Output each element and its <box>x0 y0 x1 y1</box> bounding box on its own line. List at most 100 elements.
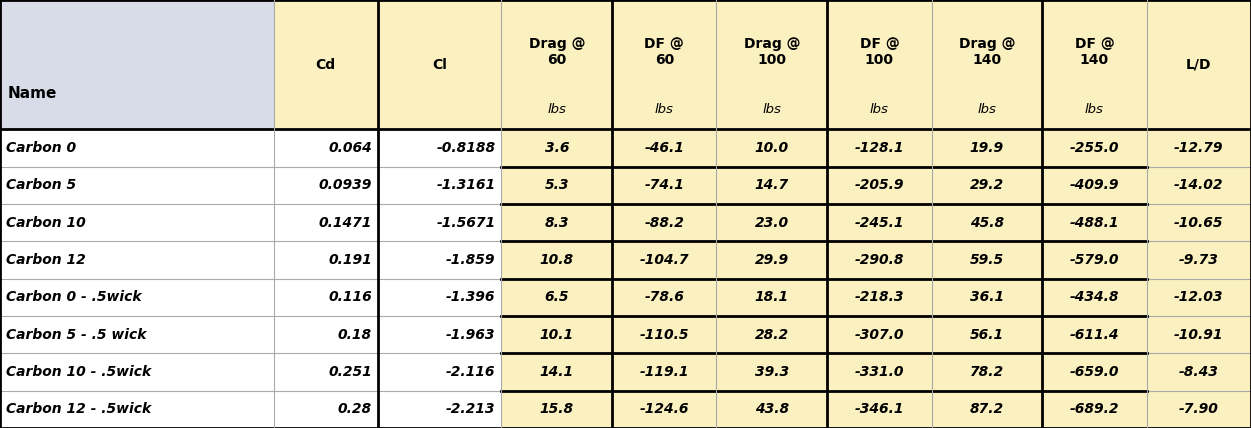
Bar <box>1042 129 1147 166</box>
Text: -659.0: -659.0 <box>1070 365 1120 379</box>
Bar <box>1147 204 1251 241</box>
Text: 36.1: 36.1 <box>970 290 1005 304</box>
Text: -218.3: -218.3 <box>854 290 904 304</box>
Bar <box>274 129 502 166</box>
Bar <box>274 391 502 428</box>
Bar <box>502 204 612 241</box>
Bar <box>274 204 502 241</box>
Text: -104.7: -104.7 <box>639 253 689 267</box>
Text: -579.0: -579.0 <box>1070 253 1120 267</box>
Bar <box>1042 166 1147 204</box>
Text: Carbon 12: Carbon 12 <box>6 253 86 267</box>
Bar <box>502 166 612 204</box>
Bar <box>502 353 612 391</box>
Text: 8.3: 8.3 <box>544 216 569 229</box>
Text: -331.0: -331.0 <box>854 365 904 379</box>
Text: 0.18: 0.18 <box>338 327 372 342</box>
Text: 19.9: 19.9 <box>970 141 1005 155</box>
Bar <box>274 316 502 353</box>
Text: 0.1471: 0.1471 <box>319 216 372 229</box>
Text: 18.1: 18.1 <box>754 290 789 304</box>
Bar <box>1147 166 1251 204</box>
Bar <box>717 353 827 391</box>
Bar <box>1042 0 1147 129</box>
Text: DF @
100: DF @ 100 <box>859 36 899 67</box>
Text: Drag @
60: Drag @ 60 <box>528 36 585 67</box>
Text: -128.1: -128.1 <box>854 141 904 155</box>
Text: L/D: L/D <box>1186 58 1211 71</box>
Bar <box>932 204 1042 241</box>
Bar <box>717 166 827 204</box>
Text: 0.116: 0.116 <box>328 290 372 304</box>
Bar <box>1042 316 1147 353</box>
Bar <box>827 241 932 279</box>
Text: lbs: lbs <box>1085 103 1103 116</box>
Bar <box>827 279 932 316</box>
Bar <box>827 316 932 353</box>
Text: -1.963: -1.963 <box>445 327 495 342</box>
Text: -1.396: -1.396 <box>445 290 495 304</box>
Bar <box>0 241 274 279</box>
Text: -8.43: -8.43 <box>1178 365 1218 379</box>
Text: -9.73: -9.73 <box>1178 253 1218 267</box>
Bar <box>827 129 932 166</box>
Bar <box>0 0 274 129</box>
Text: 10.1: 10.1 <box>539 327 574 342</box>
Text: -1.5671: -1.5671 <box>437 216 495 229</box>
Text: -12.79: -12.79 <box>1175 141 1223 155</box>
Text: -307.0: -307.0 <box>854 327 904 342</box>
Text: -245.1: -245.1 <box>854 216 904 229</box>
Bar <box>932 241 1042 279</box>
Text: 0.0939: 0.0939 <box>319 178 372 192</box>
Text: lbs: lbs <box>977 103 996 116</box>
Text: -290.8: -290.8 <box>854 253 904 267</box>
Text: 45.8: 45.8 <box>970 216 1005 229</box>
Bar <box>0 129 274 166</box>
Text: 10.8: 10.8 <box>539 253 574 267</box>
Text: Cd: Cd <box>315 58 335 71</box>
Text: Carbon 0: Carbon 0 <box>6 141 76 155</box>
Text: 39.3: 39.3 <box>754 365 789 379</box>
Text: -346.1: -346.1 <box>854 402 904 416</box>
Bar <box>502 279 612 316</box>
Text: DF @
140: DF @ 140 <box>1075 36 1115 67</box>
Text: lbs: lbs <box>869 103 888 116</box>
Text: 59.5: 59.5 <box>970 253 1005 267</box>
Text: Drag @
140: Drag @ 140 <box>958 36 1015 67</box>
Bar <box>1147 353 1251 391</box>
Text: -124.6: -124.6 <box>639 402 689 416</box>
Bar <box>932 353 1042 391</box>
Text: -611.4: -611.4 <box>1070 327 1120 342</box>
Text: 29.9: 29.9 <box>754 253 789 267</box>
Bar <box>0 166 274 204</box>
Bar <box>717 241 827 279</box>
Bar <box>827 353 932 391</box>
Text: 3.6: 3.6 <box>544 141 569 155</box>
Text: -46.1: -46.1 <box>644 141 684 155</box>
Text: 56.1: 56.1 <box>970 327 1005 342</box>
Bar <box>1147 129 1251 166</box>
Bar <box>274 241 502 279</box>
Text: 23.0: 23.0 <box>754 216 789 229</box>
Bar <box>1147 0 1251 129</box>
Bar <box>1042 204 1147 241</box>
Text: lbs: lbs <box>654 103 674 116</box>
Text: -0.8188: -0.8188 <box>437 141 495 155</box>
Bar <box>1147 391 1251 428</box>
Bar <box>717 391 827 428</box>
Text: 15.8: 15.8 <box>539 402 574 416</box>
Text: 0.064: 0.064 <box>328 141 372 155</box>
Text: 0.191: 0.191 <box>328 253 372 267</box>
Bar <box>502 316 612 353</box>
Text: -1.3161: -1.3161 <box>437 178 495 192</box>
Text: Carbon 12 - .5wick: Carbon 12 - .5wick <box>6 402 151 416</box>
Bar <box>717 204 827 241</box>
Bar <box>502 129 612 166</box>
Text: -1.859: -1.859 <box>445 253 495 267</box>
Bar <box>827 204 932 241</box>
Bar <box>612 0 717 129</box>
Text: -2.116: -2.116 <box>445 365 495 379</box>
Bar <box>274 279 502 316</box>
Text: Cl: Cl <box>433 58 447 71</box>
Text: Carbon 0 - .5wick: Carbon 0 - .5wick <box>6 290 141 304</box>
